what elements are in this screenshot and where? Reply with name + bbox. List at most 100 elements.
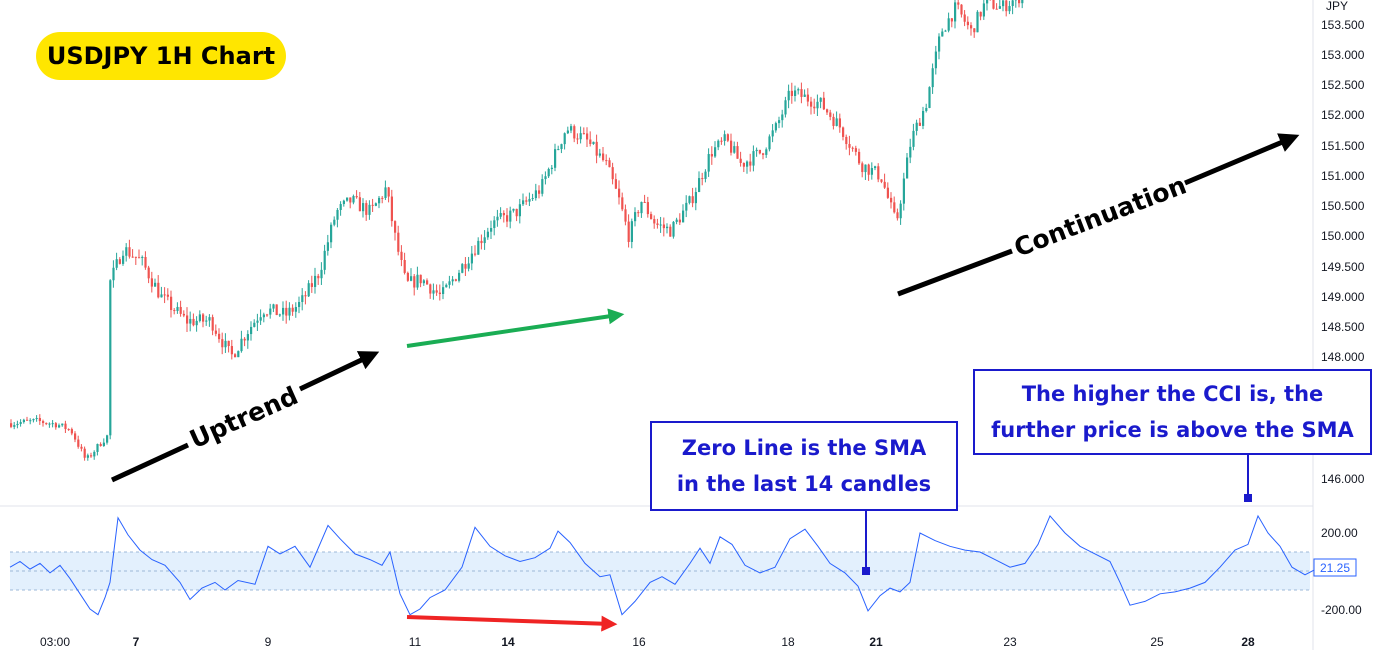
chart-title: USDJPY 1H Chart bbox=[36, 32, 286, 80]
candle bbox=[928, 86, 930, 108]
candle bbox=[269, 304, 271, 319]
cci-high-callout-line-2: further price is above the SMA bbox=[991, 412, 1354, 448]
candle bbox=[170, 291, 172, 318]
candle bbox=[256, 314, 258, 331]
candle bbox=[215, 324, 217, 336]
candle bbox=[253, 319, 255, 327]
candle bbox=[752, 145, 754, 171]
candle bbox=[602, 147, 604, 162]
candle bbox=[196, 316, 198, 332]
candle bbox=[644, 195, 646, 203]
candle bbox=[391, 190, 393, 227]
candle bbox=[119, 257, 121, 264]
candle bbox=[535, 184, 537, 201]
candle bbox=[948, 13, 950, 33]
candle bbox=[1015, 0, 1017, 8]
candle bbox=[1008, 1, 1010, 14]
candle bbox=[327, 235, 329, 256]
candle bbox=[330, 222, 332, 248]
candle bbox=[176, 302, 178, 314]
candle bbox=[666, 223, 668, 233]
candle bbox=[1012, 0, 1014, 14]
candle bbox=[605, 154, 607, 165]
candle bbox=[519, 199, 521, 223]
candle bbox=[260, 309, 262, 325]
candle bbox=[48, 422, 50, 427]
candle bbox=[26, 417, 28, 421]
candle bbox=[68, 428, 70, 430]
candle bbox=[512, 209, 514, 213]
candle bbox=[356, 190, 358, 199]
candle bbox=[272, 304, 274, 312]
candle bbox=[464, 257, 466, 276]
candle bbox=[333, 216, 335, 226]
candle bbox=[976, 10, 978, 32]
candle bbox=[749, 154, 751, 172]
candle bbox=[100, 442, 102, 446]
uptrend-annotation: Uptrend bbox=[112, 355, 372, 480]
candle bbox=[884, 174, 886, 189]
candle bbox=[583, 127, 585, 134]
candle bbox=[714, 141, 716, 158]
candle bbox=[637, 210, 639, 217]
candle bbox=[676, 218, 678, 224]
currency-label: JPY bbox=[1326, 0, 1348, 13]
candle bbox=[960, 4, 962, 17]
candle bbox=[122, 251, 124, 266]
candle bbox=[816, 95, 818, 116]
candle bbox=[164, 287, 166, 303]
candle bbox=[490, 221, 492, 239]
time-tick-label: 7 bbox=[133, 635, 140, 649]
candle bbox=[183, 310, 185, 317]
candle bbox=[624, 205, 626, 226]
candle bbox=[954, 0, 956, 28]
candle bbox=[394, 220, 396, 240]
time-tick-label: 03:00 bbox=[40, 635, 70, 649]
candle bbox=[842, 126, 844, 140]
candle bbox=[404, 253, 406, 275]
candle bbox=[180, 301, 182, 317]
candle bbox=[487, 228, 489, 240]
candle bbox=[516, 209, 518, 221]
candle bbox=[439, 284, 441, 300]
candle bbox=[407, 272, 409, 282]
candle bbox=[653, 215, 655, 228]
candle bbox=[932, 63, 934, 93]
price-tick-label: 149.500 bbox=[1321, 260, 1365, 274]
time-tick-label: 23 bbox=[1003, 635, 1017, 649]
candle bbox=[743, 162, 745, 172]
candle bbox=[576, 133, 578, 144]
candle bbox=[208, 314, 210, 327]
candle bbox=[794, 86, 796, 102]
candle bbox=[647, 197, 649, 218]
candle bbox=[813, 99, 815, 114]
candle bbox=[234, 353, 236, 357]
candle bbox=[10, 419, 12, 428]
candle bbox=[528, 193, 530, 206]
candle bbox=[852, 146, 854, 151]
candle bbox=[724, 130, 726, 145]
price-tick-label: 152.500 bbox=[1321, 78, 1365, 92]
candle bbox=[772, 124, 774, 142]
candle bbox=[672, 221, 674, 239]
candle bbox=[352, 195, 354, 205]
candle bbox=[701, 173, 703, 185]
candle bbox=[445, 283, 447, 287]
candle bbox=[20, 419, 22, 426]
candle bbox=[16, 421, 18, 429]
candle bbox=[244, 337, 246, 346]
candle bbox=[58, 423, 60, 428]
candle bbox=[285, 301, 287, 324]
candle bbox=[688, 196, 690, 205]
candle bbox=[871, 162, 873, 179]
candle bbox=[154, 279, 156, 287]
candle bbox=[567, 127, 569, 134]
candle bbox=[522, 194, 524, 206]
candle bbox=[855, 146, 857, 156]
candle bbox=[829, 110, 831, 120]
candle bbox=[77, 436, 79, 449]
candle bbox=[804, 89, 806, 97]
candle bbox=[298, 297, 300, 314]
candle bbox=[224, 333, 226, 353]
candle bbox=[759, 150, 761, 155]
